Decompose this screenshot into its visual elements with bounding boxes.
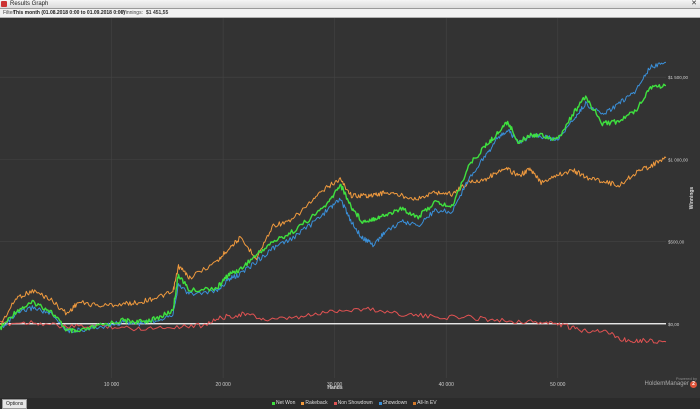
plot-background (0, 18, 700, 398)
series-line-showdown (0, 61, 666, 334)
y-tick-label: $500,00 (668, 240, 685, 245)
series-line-net-won (0, 83, 666, 334)
brand-name: HoldemManager (644, 381, 689, 387)
legend-swatch (333, 401, 337, 405)
x-axis-label: Hands (327, 385, 343, 391)
legend-label: Rakeback (305, 400, 328, 406)
legend-item[interactable]: Net Won (272, 400, 295, 406)
x-tick-label: 40 000 (439, 382, 455, 388)
x-tick-label: 30 000 (327, 382, 343, 388)
winnings-value: $1 451,55 (146, 10, 169, 16)
filter-value[interactable]: This month (01.08.2018 0:00 to 01.09.201… (13, 10, 125, 16)
chart-legend: Net Won Rakeback Non Showdown Showdown All-I… (272, 400, 437, 406)
legend-label: Non Showdown (337, 400, 373, 406)
y-tick-label: $1 500,00 (668, 75, 689, 80)
window-titlebar: Results Graph ✕ (0, 0, 700, 9)
x-tick-label: 50 000 (550, 382, 566, 388)
filter-label: Filter: (3, 10, 16, 16)
legend-item[interactable]: All-In EV (413, 400, 437, 406)
x-tick-label: 10 000 (104, 382, 120, 388)
series-line-non-showdown (0, 306, 667, 344)
axis-ticks: 10 000 20 000 30 000 40 000 50 000 $0,00 $500,… (104, 75, 689, 388)
filter-bar: Filter: This month (01.08.2018 0:00 to 0… (0, 9, 700, 18)
results-chart: 10 000 20 000 30 000 40 000 50 000 $0,00 $500,… (0, 18, 700, 398)
y-tick-label: $0,00 (668, 322, 680, 327)
legend-swatch (413, 401, 417, 405)
branding: Powered by HoldemManager 2 (645, 376, 697, 388)
legend-label: All-In EV (417, 400, 437, 406)
app-icon (1, 1, 7, 7)
y-tick-label: $1 000,00 (668, 157, 689, 162)
legend-label: Net Won (276, 400, 296, 406)
y-axis-label: Winnings (689, 187, 695, 210)
legend-item[interactable]: Showdown (378, 400, 408, 406)
legend-item[interactable]: Non Showdown (333, 400, 373, 406)
brand-powered-text: Powered by (675, 376, 697, 381)
close-icon[interactable]: ✕ (691, 0, 697, 7)
legend-label: Showdown (382, 400, 408, 406)
brand-badge-icon: 2 (690, 381, 697, 388)
series-line-rakeback (0, 156, 667, 326)
series-lines (0, 61, 667, 344)
legend-item[interactable]: Rakeback (301, 400, 328, 406)
legend-swatch (301, 401, 305, 405)
winnings-label: Winnings: (121, 10, 143, 16)
x-tick-label: 20 000 (215, 382, 231, 388)
window-title: Results Graph (10, 1, 49, 7)
legend-swatch (378, 401, 382, 405)
legend-swatch (272, 401, 275, 405)
bottom-bar: Options Net Won Rakeback Non Showdown Showd… (0, 398, 700, 409)
